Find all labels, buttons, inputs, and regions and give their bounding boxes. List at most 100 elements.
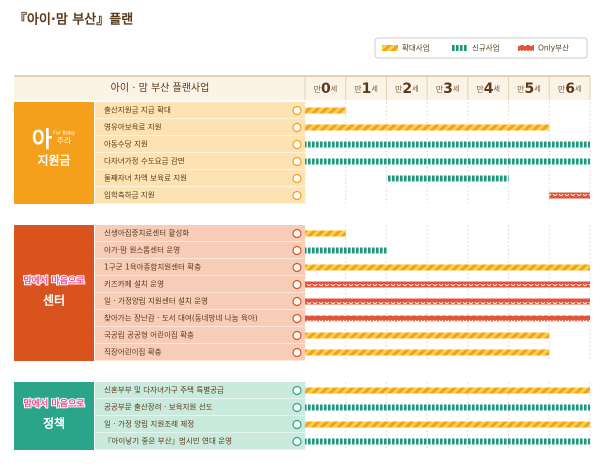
row-icon [292,436,302,447]
age-num: 4 [484,81,494,97]
row-label: 출산지원금 지급 확대 [104,105,171,115]
age-post: 세 [331,84,337,93]
age-num: 0 [321,81,331,97]
bar [305,247,387,254]
row-icon [292,402,302,413]
age-post: 세 [494,84,500,93]
legend-label: 신규사업 [472,44,500,53]
age-num: 1 [362,81,372,97]
row-icon [292,262,302,273]
header: 아이 · 맘 부산 플랜사업 [111,81,210,94]
age-label: 만6세 [558,81,582,97]
bar [305,141,590,148]
row-icon [292,156,302,167]
row-bg [95,416,305,433]
age-pre: 만 [517,85,525,94]
row-bg [95,293,305,310]
group-logo: 맘에서 마음으로 [23,275,85,287]
row-bg [95,119,305,136]
bar [549,192,590,199]
age-pre: 만 [314,85,322,94]
row-icon [292,279,302,290]
group-bg [14,225,94,361]
row-bg [95,153,305,170]
bar [305,298,590,305]
age-post: 세 [534,84,540,93]
legend-label: Only부산 [538,43,569,53]
legend-swatch [382,45,398,51]
row-icon [292,347,302,358]
age-label: 만3세 [436,81,460,97]
group-name: 정책 [43,416,65,431]
row-bg [95,102,305,119]
bar [305,124,550,131]
row-bg [95,382,305,399]
bar [305,421,590,428]
age-pre: 만 [436,85,444,94]
bar [305,349,550,356]
row-icon [292,385,302,396]
bar [305,387,590,394]
age-label: 만2세 [395,81,419,97]
title: 『아이·맘 부산』플랜 [14,12,133,28]
age-num: 2 [402,81,412,97]
row-label: 아가·맘 원스톱센터 운영 [104,245,180,255]
row-icon [292,330,302,341]
row-icon [292,105,302,116]
row-bg [95,433,305,450]
group-logo: 아 [32,128,53,153]
row-label: 영유아보육료 지원 [104,122,162,132]
age-pre: 만 [395,85,403,94]
row-icon [292,245,302,256]
row-label: 일 · 가정양립 지원센터 설치 운영 [104,296,208,306]
row-bg [95,310,305,327]
header-bg [14,76,590,100]
legend-box [374,37,588,59]
row-label: 국공립 공공형 어린이집 확충 [104,330,194,340]
row-bg [95,242,305,259]
age-pre: 만 [476,85,484,94]
age-num: 6 [565,81,575,97]
age-post: 세 [371,84,377,93]
row-bg [95,327,305,344]
age-num: 3 [443,81,453,97]
row-icon [292,122,302,133]
row-bg [95,276,305,293]
bar [305,281,590,288]
row-label: 직장어린이집 확충 [104,347,162,357]
bar [386,175,509,182]
row-bg [95,170,305,187]
row-label: 찾아가는 장난감 · 도서 대여(동네방네 나눔 육아) [104,313,258,323]
row-icon [292,419,302,430]
row-label: 신생아집중치료센터 활성화 [104,228,189,238]
age-label: 만5세 [517,81,541,97]
age-label: 만1세 [354,81,378,97]
bar [305,158,590,165]
bar [305,107,346,114]
age-label: 만0세 [314,81,338,97]
bar [305,404,590,411]
age-pre: 만 [558,85,566,94]
row-label: 1구군 1육아종합지원센터 확충 [104,262,201,272]
row-label: 입학축하금 지원 [104,190,155,200]
bar [305,332,550,339]
group-bg [14,102,94,204]
age-label: 만4세 [476,81,500,97]
row-icon [292,296,302,307]
group-logo-sub: 주라 [57,137,72,146]
row-icon [292,313,302,324]
group-name: 센터 [43,293,65,308]
group-bg [14,382,94,450]
row-icon [292,190,302,201]
row-bg [95,187,305,204]
legend-swatch [518,45,534,51]
age-post: 세 [575,84,581,93]
row-label: 신혼부부 및 다자녀가구 주택 특별공급 [104,385,224,395]
row-label: 키즈카페 설치 운영 [104,279,164,289]
row-label: 다자녀가정 수도요금 감면 [104,156,185,166]
age-pre: 만 [354,85,362,94]
age-post: 세 [412,84,418,93]
age-num: 5 [525,81,535,97]
row-bg [95,399,305,416]
